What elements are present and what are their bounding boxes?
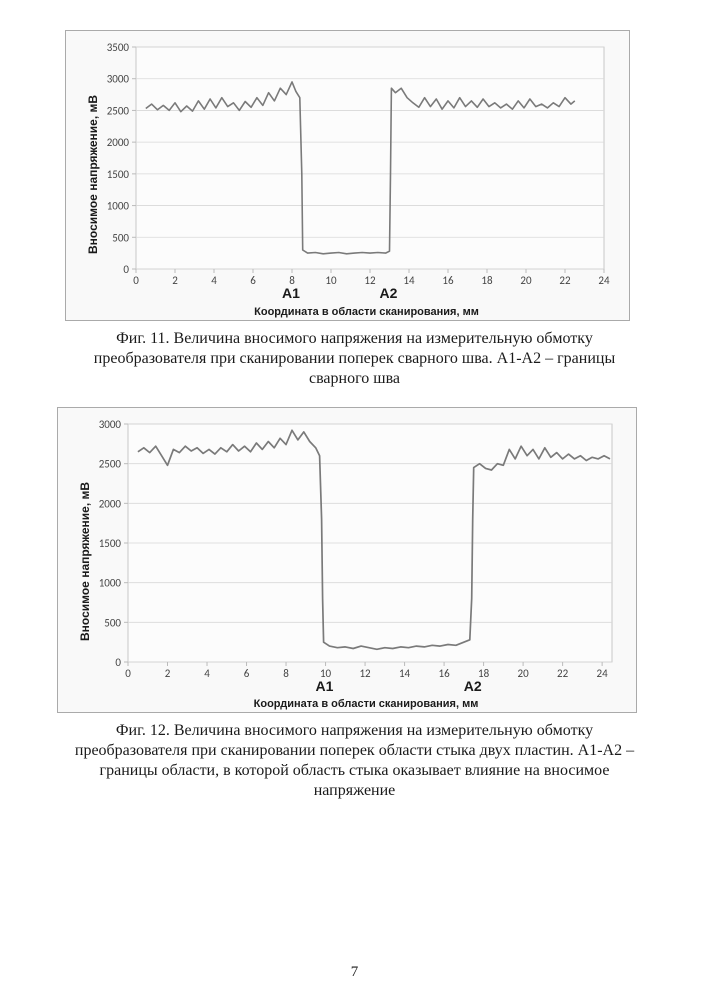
- svg-text:6: 6: [250, 274, 256, 287]
- svg-text:10: 10: [320, 667, 332, 680]
- svg-text:20: 20: [520, 274, 532, 287]
- svg-text:1500: 1500: [107, 168, 130, 181]
- svg-text:500: 500: [112, 231, 129, 244]
- svg-text:0: 0: [125, 667, 131, 680]
- svg-text:2: 2: [165, 667, 171, 680]
- svg-text:16: 16: [442, 274, 454, 287]
- figure-11-caption: Фиг. 11. Величина вносимого напряжения н…: [65, 329, 644, 389]
- page: Вносимое напряжение, мВ 0500100015002000…: [0, 0, 709, 999]
- svg-text:2000: 2000: [107, 136, 130, 149]
- chart1-xlabel: Координата в области сканирования, мм: [114, 306, 619, 318]
- svg-text:2500: 2500: [107, 104, 130, 117]
- svg-text:1500: 1500: [99, 537, 122, 550]
- svg-text:3500: 3500: [107, 41, 130, 54]
- figure-11-chart: Вносимое напряжение, мВ 0 500 1000 1500 2000…: [74, 39, 619, 318]
- svg-text:3000: 3000: [107, 73, 130, 86]
- svg-text:14: 14: [399, 667, 411, 680]
- svg-text:2500: 2500: [99, 458, 122, 471]
- figure-12-frame: Вносимое напряжение, мВ 0 500 1000 1500 2000…: [57, 407, 637, 713]
- svg-text:0: 0: [123, 263, 129, 276]
- svg-text:8: 8: [283, 667, 289, 680]
- svg-text:1000: 1000: [107, 200, 130, 213]
- svg-text:3000: 3000: [99, 418, 122, 431]
- svg-text:2000: 2000: [99, 497, 122, 510]
- chart2-svg: 0500100015002000250030000246810121416182…: [66, 416, 626, 696]
- svg-text:0: 0: [115, 656, 121, 669]
- svg-text:16: 16: [439, 667, 451, 680]
- svg-text:4: 4: [211, 274, 217, 287]
- figure-12-chart: Вносимое напряжение, мВ 0 500 1000 1500 2000…: [66, 416, 626, 710]
- chart2-xlabel: Координата в области сканирования, мм: [106, 698, 626, 710]
- svg-text:18: 18: [481, 274, 493, 287]
- chart2-ylabel: Вносимое напряжение, мВ: [78, 482, 92, 641]
- svg-text:22: 22: [557, 667, 569, 680]
- page-number: 7: [0, 964, 709, 981]
- figure-11-frame: Вносимое напряжение, мВ 0 500 1000 1500 2000…: [65, 30, 630, 321]
- chart1-ylabel: Вносимое напряжение, мВ: [86, 95, 100, 254]
- svg-text:10: 10: [325, 274, 337, 287]
- svg-text:18: 18: [478, 667, 490, 680]
- svg-text:24: 24: [598, 274, 610, 287]
- chart1-svg: 0500100015002000250030003500024681012141…: [74, 39, 618, 304]
- svg-text:24: 24: [597, 667, 609, 680]
- svg-text:6: 6: [244, 667, 250, 680]
- svg-text:500: 500: [104, 616, 121, 629]
- svg-text:12: 12: [359, 667, 371, 680]
- svg-text:0: 0: [133, 274, 139, 287]
- svg-text:12: 12: [364, 274, 376, 287]
- svg-text:22: 22: [559, 274, 571, 287]
- svg-text:1000: 1000: [99, 577, 122, 590]
- svg-text:14: 14: [403, 274, 415, 287]
- svg-text:4: 4: [204, 667, 210, 680]
- svg-text:8: 8: [289, 274, 295, 287]
- figure-12-caption: Фиг. 12. Величина вносимого напряжения н…: [65, 721, 644, 801]
- svg-text:2: 2: [172, 274, 178, 287]
- svg-text:20: 20: [518, 667, 530, 680]
